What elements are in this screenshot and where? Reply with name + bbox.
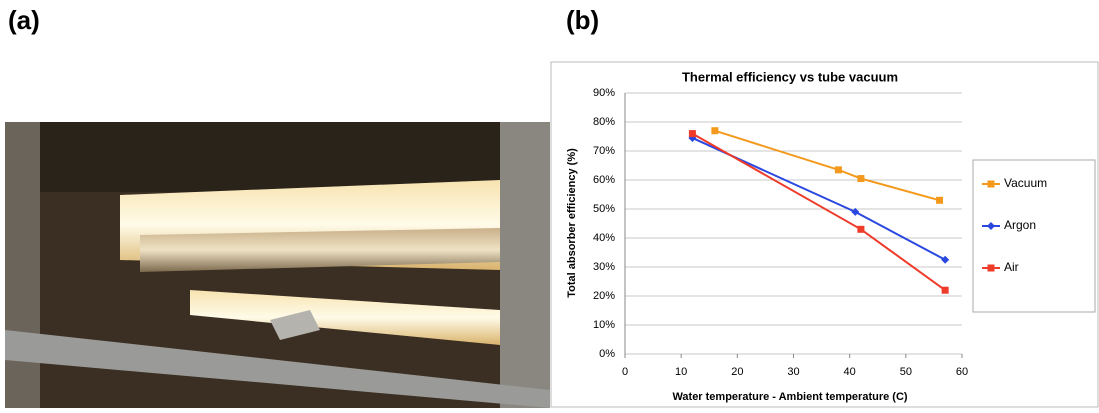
x-tick-label: 0 [622,366,628,378]
y-tick-label: 50% [593,203,615,215]
x-axis-label: Water temperature - Ambient temperature … [672,391,907,403]
data-point [857,175,864,182]
data-point [835,166,842,173]
y-tick-label: 20% [593,290,615,302]
panel-label: (a) [8,5,40,35]
legend-marker [988,265,995,272]
y-tick-label: 80% [593,116,615,128]
x-tick-label: 40 [844,366,856,378]
photo [5,122,550,408]
y-axis-label: Total absorber efficiency (%) [566,148,578,298]
y-tick-label: 90% [593,87,615,99]
y-tick-label: 40% [593,232,615,244]
legend-marker [988,181,995,188]
x-tick-label: 30 [787,366,799,378]
x-tick-label: 50 [900,366,912,378]
y-tick-label: 30% [593,261,615,273]
figure: (a) (b) Thermal efficiency vs tube vacuu… [0,0,1099,408]
x-tick-label: 20 [731,366,743,378]
data-point [711,127,718,134]
x-tick-label: 10 [675,366,687,378]
legend-label: Vacuum [1004,176,1047,190]
legend-label: Air [1004,260,1019,274]
legend-label: Argon [1004,218,1036,232]
data-point [857,226,864,233]
y-tick-label: 70% [593,145,615,157]
data-point [689,130,696,137]
y-tick-label: 10% [593,319,615,331]
data-point [936,197,943,204]
y-tick-label: 0% [599,348,615,360]
chart-title: Thermal efficiency vs tube vacuum [682,69,898,84]
data-point [942,287,949,294]
panel-label: (b) [566,5,599,35]
y-tick-label: 60% [593,174,615,186]
x-tick-label: 60 [956,366,968,378]
